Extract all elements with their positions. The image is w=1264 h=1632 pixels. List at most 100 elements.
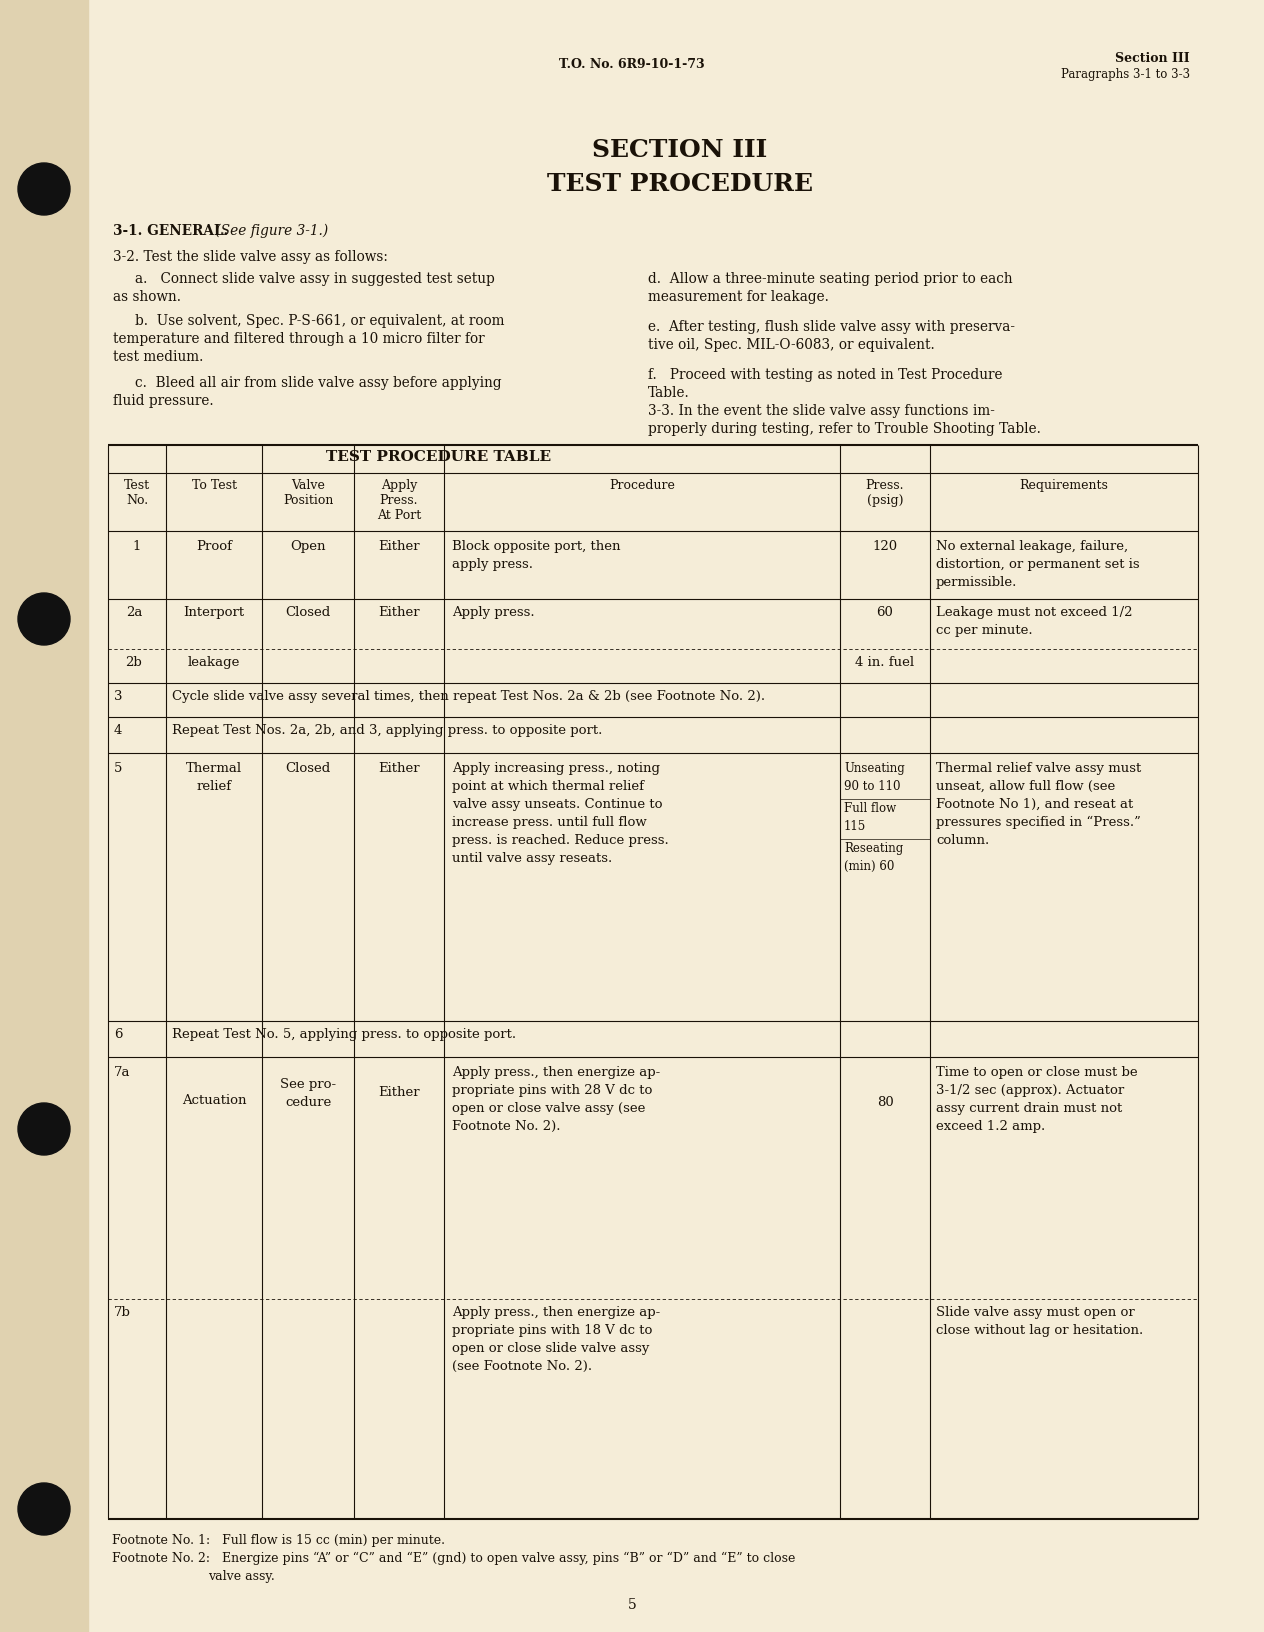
Text: Time to open or close must be: Time to open or close must be	[937, 1066, 1138, 1079]
Text: Proof: Proof	[196, 540, 233, 553]
Text: Either: Either	[378, 540, 420, 553]
Text: properly during testing, refer to Trouble Shooting Table.: properly during testing, refer to Troubl…	[648, 421, 1040, 436]
Text: TEST PROCEDURE TABLE: TEST PROCEDURE TABLE	[326, 450, 551, 463]
Text: Interport: Interport	[183, 605, 244, 619]
Text: Block opposite port, then: Block opposite port, then	[453, 540, 621, 553]
Text: distortion, or permanent set is: distortion, or permanent set is	[937, 558, 1140, 571]
Text: permissible.: permissible.	[937, 576, 1018, 589]
Text: b.  Use solvent, Spec. P-S-661, or equivalent, at room: b. Use solvent, Spec. P-S-661, or equiva…	[135, 313, 504, 328]
Circle shape	[18, 163, 70, 215]
Text: Repeat Test No. 5, applying press. to opposite port.: Repeat Test No. 5, applying press. to op…	[172, 1028, 516, 1040]
Text: propriate pins with 28 V dc to: propriate pins with 28 V dc to	[453, 1084, 652, 1097]
Text: 4 in. fuel: 4 in. fuel	[856, 656, 915, 669]
Text: 3-3. In the event the slide valve assy functions im-: 3-3. In the event the slide valve assy f…	[648, 403, 995, 418]
Text: 80: 80	[877, 1095, 894, 1108]
Text: open or close slide valve assy: open or close slide valve assy	[453, 1342, 650, 1355]
Text: Procedure: Procedure	[609, 478, 675, 491]
Text: 7a: 7a	[114, 1066, 130, 1079]
Text: propriate pins with 18 V dc to: propriate pins with 18 V dc to	[453, 1324, 652, 1337]
Text: column.: column.	[937, 834, 990, 847]
Text: (see Footnote No. 2).: (see Footnote No. 2).	[453, 1359, 592, 1373]
Text: Paragraphs 3-1 to 3-3: Paragraphs 3-1 to 3-3	[1060, 69, 1189, 82]
Text: assy current drain must not: assy current drain must not	[937, 1102, 1122, 1115]
Text: Actuation: Actuation	[182, 1093, 246, 1106]
Text: cc per minute.: cc per minute.	[937, 623, 1033, 636]
Text: 1: 1	[133, 540, 142, 553]
Text: valve assy.: valve assy.	[209, 1568, 274, 1581]
Text: d.  Allow a three-minute seating period prior to each: d. Allow a three-minute seating period p…	[648, 273, 1012, 286]
Text: Apply
Press.
At Port: Apply Press. At Port	[377, 478, 421, 522]
Text: press. is reached. Reduce press.: press. is reached. Reduce press.	[453, 834, 669, 847]
Text: close without lag or hesitation.: close without lag or hesitation.	[937, 1324, 1143, 1337]
Bar	[0, 0, 88, 1632]
Text: Either: Either	[378, 762, 420, 775]
Text: Footnote No 1), and reseat at: Footnote No 1), and reseat at	[937, 798, 1134, 811]
Text: Full flow: Full flow	[844, 801, 896, 814]
Text: Footnote No. 2:   Energize pins “A” or “C” and “E” (gnd) to open valve assy, pin: Footnote No. 2: Energize pins “A” or “C”…	[112, 1550, 795, 1565]
Text: as shown.: as shown.	[112, 290, 181, 304]
Text: 60: 60	[876, 605, 894, 619]
Text: Cycle slide valve assy several times, then repeat Test Nos. 2a & 2b (see Footnot: Cycle slide valve assy several times, th…	[172, 690, 765, 702]
Text: Valve
Position: Valve Position	[283, 478, 334, 506]
Text: c.  Bleed all air from slide valve assy before applying: c. Bleed all air from slide valve assy b…	[135, 375, 502, 390]
Text: 5: 5	[114, 762, 123, 775]
Text: 115: 115	[844, 819, 866, 832]
Text: To Test: To Test	[192, 478, 236, 491]
Text: 3-1. GENERAL.: 3-1. GENERAL.	[112, 224, 229, 238]
Text: T.O. No. 6R9-10-1-73: T.O. No. 6R9-10-1-73	[559, 59, 705, 70]
Text: Apply press., then energize ap-: Apply press., then energize ap-	[453, 1066, 660, 1079]
Text: Leakage must not exceed 1/2: Leakage must not exceed 1/2	[937, 605, 1133, 619]
Text: 90 to 110: 90 to 110	[844, 780, 900, 793]
Text: 2b: 2b	[125, 656, 143, 669]
Text: unseat, allow full flow (see: unseat, allow full flow (see	[937, 780, 1115, 793]
Text: leakage: leakage	[188, 656, 240, 669]
Text: SECTION III: SECTION III	[593, 139, 767, 162]
Text: e.  After testing, flush slide valve assy with preserva-: e. After testing, flush slide valve assy…	[648, 320, 1015, 335]
Text: Footnote No. 1:   Full flow is 15 cc (min) per minute.: Footnote No. 1: Full flow is 15 cc (min)…	[112, 1532, 445, 1546]
Text: Test
No.: Test No.	[124, 478, 150, 506]
Text: Slide valve assy must open or: Slide valve assy must open or	[937, 1306, 1135, 1319]
Text: apply press.: apply press.	[453, 558, 533, 571]
Text: pressures specified in “Press.”: pressures specified in “Press.”	[937, 816, 1141, 829]
Text: Reseating: Reseating	[844, 842, 904, 855]
Text: 3: 3	[114, 690, 123, 702]
Text: Table.: Table.	[648, 385, 690, 400]
Text: Closed: Closed	[286, 605, 331, 619]
Text: (See figure 3-1.): (See figure 3-1.)	[211, 224, 329, 238]
Text: test medium.: test medium.	[112, 349, 204, 364]
Text: 2a: 2a	[126, 605, 142, 619]
Text: TEST PROCEDURE: TEST PROCEDURE	[547, 171, 813, 196]
Text: See pro-: See pro-	[279, 1077, 336, 1090]
Text: Thermal: Thermal	[186, 762, 243, 775]
Text: 5: 5	[628, 1598, 636, 1611]
Text: cedure: cedure	[284, 1095, 331, 1108]
Text: Requirements: Requirements	[1020, 478, 1109, 491]
Text: Apply press., then energize ap-: Apply press., then energize ap-	[453, 1306, 660, 1319]
Text: relief: relief	[196, 780, 231, 793]
Text: Apply increasing press., noting: Apply increasing press., noting	[453, 762, 660, 775]
Text: valve assy unseats. Continue to: valve assy unseats. Continue to	[453, 798, 662, 811]
Text: Open: Open	[291, 540, 326, 553]
Text: Either: Either	[378, 605, 420, 619]
Text: Footnote No. 2).: Footnote No. 2).	[453, 1120, 560, 1133]
Text: Closed: Closed	[286, 762, 331, 775]
Text: exceed 1.2 amp.: exceed 1.2 amp.	[937, 1120, 1045, 1133]
Text: Section III: Section III	[1115, 52, 1189, 65]
Circle shape	[18, 1103, 70, 1155]
Text: 4: 4	[114, 723, 123, 736]
Text: 120: 120	[872, 540, 897, 553]
Text: temperature and filtered through a 10 micro filter for: temperature and filtered through a 10 mi…	[112, 331, 484, 346]
Text: point at which thermal relief: point at which thermal relief	[453, 780, 643, 793]
Text: open or close valve assy (see: open or close valve assy (see	[453, 1102, 646, 1115]
Text: (min) 60: (min) 60	[844, 860, 895, 873]
Text: Thermal relief valve assy must: Thermal relief valve assy must	[937, 762, 1141, 775]
Text: Apply press.: Apply press.	[453, 605, 535, 619]
Text: increase press. until full flow: increase press. until full flow	[453, 816, 647, 829]
Text: Unseating: Unseating	[844, 762, 905, 775]
Text: Press.
(psig): Press. (psig)	[866, 478, 904, 506]
Text: until valve assy reseats.: until valve assy reseats.	[453, 852, 612, 865]
Text: tive oil, Spec. MIL-O-6083, or equivalent.: tive oil, Spec. MIL-O-6083, or equivalen…	[648, 338, 935, 353]
Text: 7b: 7b	[114, 1306, 131, 1319]
Text: f.   Proceed with testing as noted in Test Procedure: f. Proceed with testing as noted in Test…	[648, 367, 1002, 382]
Text: measurement for leakage.: measurement for leakage.	[648, 290, 829, 304]
